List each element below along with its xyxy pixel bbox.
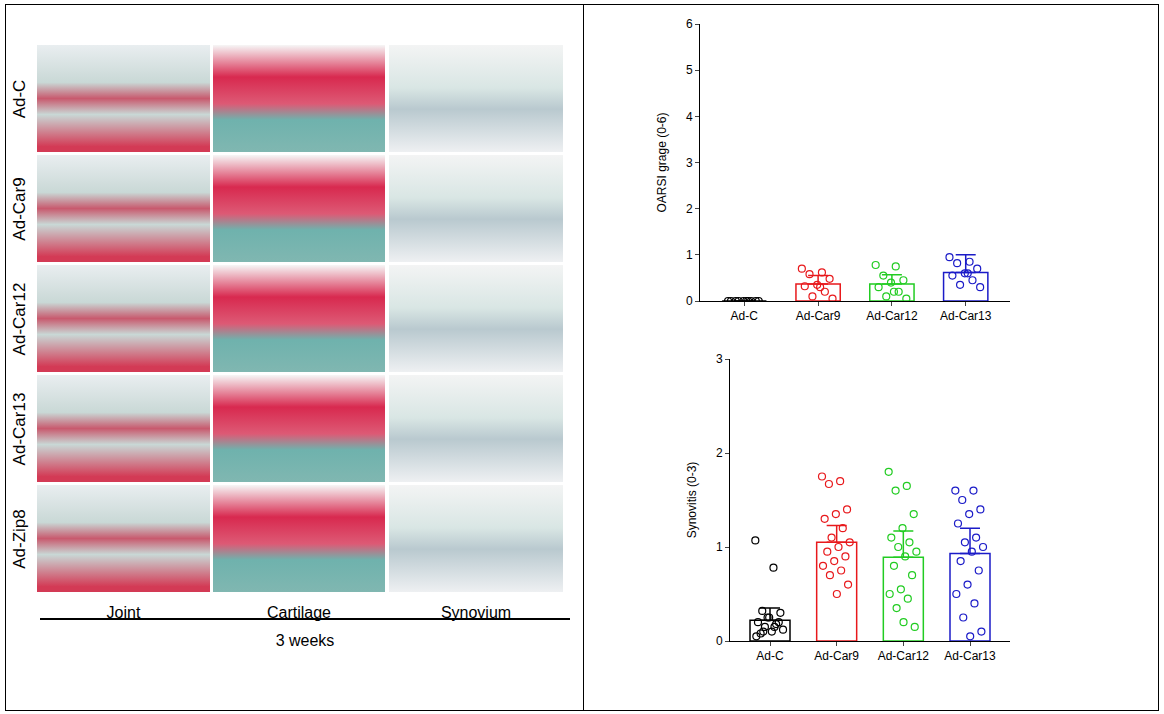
svg-text:0: 0: [716, 634, 723, 648]
html-text:Ad-Car12: Ad-Car12: [10, 282, 29, 355]
svg-text:Synovitis (0-3): Synovitis (0-3): [685, 462, 699, 539]
html-text:Ad-Car13: Ad-Car13: [10, 392, 29, 465]
svg-text:1: 1: [686, 248, 693, 262]
html-text:Synovium: Synovium: [440, 604, 512, 621]
svg-text:Ad-C: Ad-C: [756, 649, 784, 663]
html-text:Ad-Car9: Ad-Car9: [10, 176, 29, 241]
svg-text:0: 0: [686, 294, 693, 308]
svg-text:Ad-Car9: Ad-Car9: [796, 309, 841, 323]
svg-text:3: 3: [716, 352, 723, 366]
svg-text:1: 1: [716, 540, 723, 554]
svg-text:Ad-Car9: Ad-Car9: [814, 649, 859, 663]
svg-text:Ad-Car13: Ad-Car13: [940, 309, 992, 323]
html-text:Cartilage: Cartilage: [267, 604, 331, 621]
svg-text:2: 2: [716, 446, 723, 460]
svg-text:Ad-Car12: Ad-Car12: [866, 309, 918, 323]
svg-text:2: 2: [686, 202, 693, 216]
svg-text:5: 5: [686, 63, 693, 77]
svg-text:4: 4: [686, 110, 693, 124]
html-text:Ad-C: Ad-C: [10, 79, 29, 118]
svg-text:6: 6: [686, 17, 693, 31]
svg-text:Ad-C: Ad-C: [731, 309, 759, 323]
html-text:3 weeks: 3 weeks: [275, 632, 335, 649]
svg-text:Ad-Car13: Ad-Car13: [944, 649, 996, 663]
svg-text:3: 3: [686, 156, 693, 170]
html-text:Joint: Joint: [106, 604, 141, 621]
svg-text:Ad-Car12: Ad-Car12: [878, 649, 930, 663]
svg-text:OARSI grage (0-6): OARSI grage (0-6): [655, 112, 669, 212]
html-text:Ad-Zip8: Ad-Zip8: [10, 508, 29, 569]
